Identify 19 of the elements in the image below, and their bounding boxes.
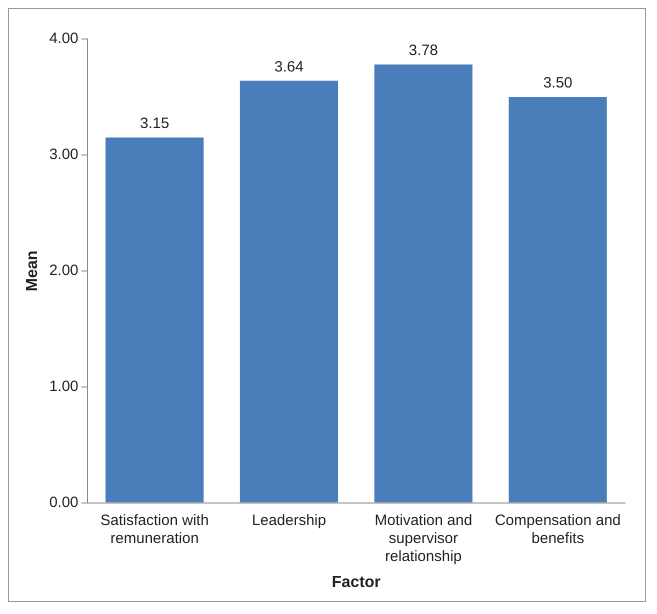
y-axis-title: Mean — [24, 250, 42, 292]
y-tick-label: 2.00 — [49, 262, 78, 280]
bar — [508, 96, 607, 502]
bar — [374, 64, 472, 502]
y-tick-label: 4.00 — [49, 30, 78, 48]
y-tick-label: 1.00 — [49, 378, 78, 395]
x-tick-label: Leadership — [252, 512, 326, 529]
data-label: 3.15 — [140, 115, 170, 132]
bar — [106, 138, 204, 502]
data-label: 3.64 — [274, 58, 304, 76]
bar — [240, 80, 338, 502]
data-label: 3.50 — [543, 74, 572, 92]
x-tick-label: Motivation and supervisor relationship — [374, 512, 472, 565]
data-label: 3.78 — [408, 42, 438, 60]
y-tick-label: 0.00 — [49, 494, 78, 511]
x-tick-label: Satisfaction with remuneration — [100, 512, 209, 547]
x-axis-title: Factor — [332, 574, 381, 591]
y-tick-label: 3.00 — [49, 146, 78, 164]
x-tick-label: Compensation and benefits — [494, 512, 621, 547]
